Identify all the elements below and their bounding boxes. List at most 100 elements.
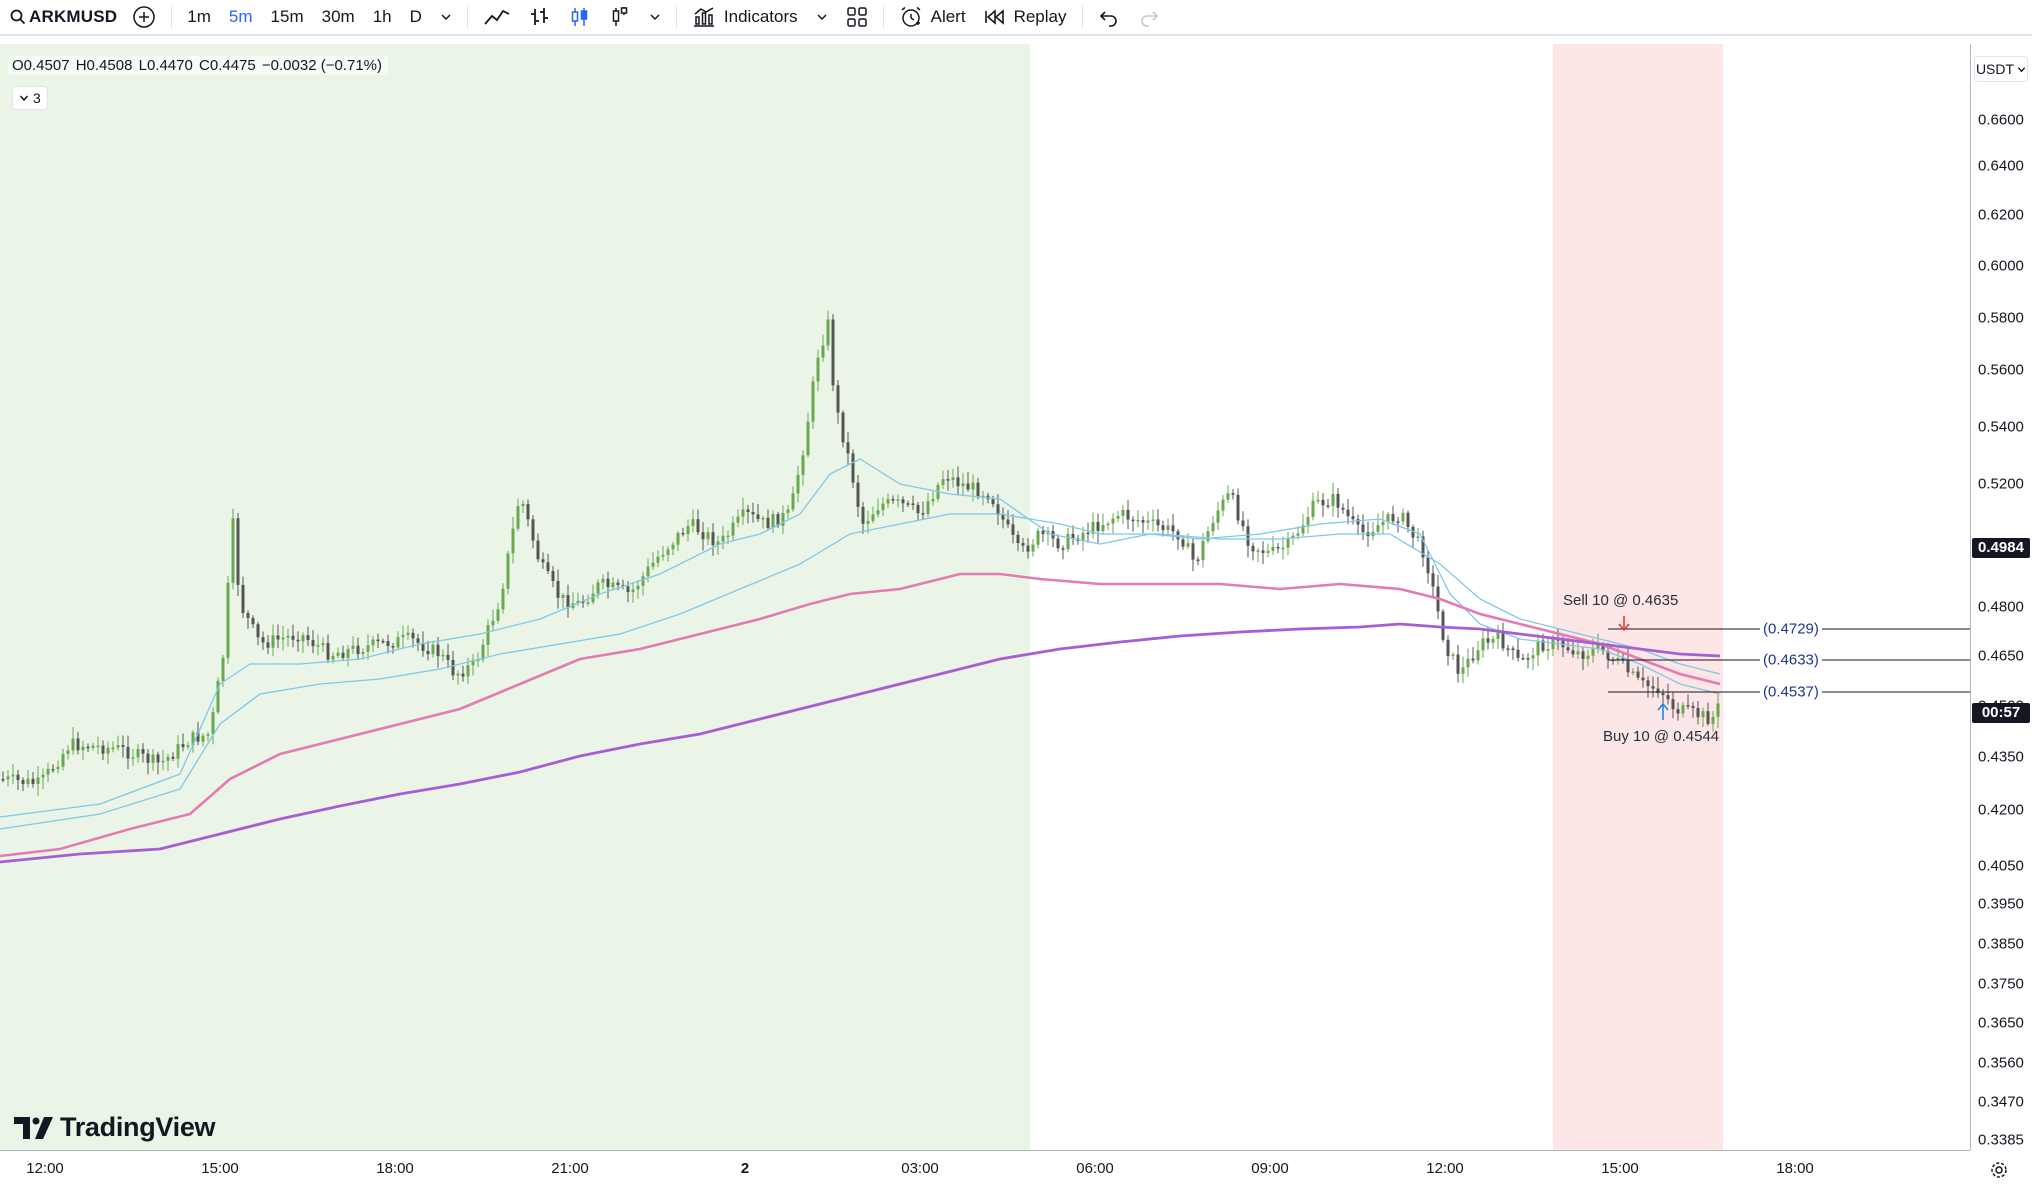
interval-30m-button[interactable]: 30m [321, 7, 355, 26]
candle-body [261, 637, 265, 643]
candles-chart-button[interactable] [561, 2, 599, 32]
candle-body [316, 645, 320, 647]
price-chart[interactable] [0, 44, 1970, 1150]
bar-chart-button[interactable] [521, 2, 559, 32]
candle-body [491, 620, 495, 626]
candle-body [1131, 519, 1135, 522]
candle-body [1036, 530, 1040, 545]
redo-button[interactable] [1130, 2, 1168, 32]
candle-body [496, 609, 500, 621]
candle-body [1351, 516, 1355, 520]
candle-body [1321, 499, 1325, 506]
order-level-label-3[interactable]: (0.4537) [1760, 683, 1822, 701]
interval-5m-button[interactable]: 5m [228, 7, 253, 26]
candle-body [206, 734, 210, 736]
candle-body [86, 746, 90, 749]
interval-dropdown-button[interactable] [432, 2, 460, 32]
candle-body [841, 412, 845, 443]
indicators-collapse-toggle[interactable]: 3 [12, 86, 48, 110]
candle-body [341, 652, 345, 658]
sell-order-label: Sell 10 @ 0.4635 [1563, 592, 1679, 609]
candle-body [1516, 649, 1520, 658]
order-level-label-2[interactable]: (0.4633) [1760, 651, 1822, 669]
logo-text: TradingView [60, 1112, 216, 1142]
candle-body [1011, 524, 1015, 535]
candle-body [221, 657, 225, 681]
candle-body [356, 645, 360, 655]
candle-body [1506, 648, 1510, 650]
candle-body [1471, 658, 1475, 661]
candle-body [721, 535, 725, 542]
candle-body [1311, 500, 1315, 517]
candle-body [561, 595, 565, 598]
candle-body [331, 655, 335, 660]
interval-d-button[interactable]: D [409, 7, 422, 26]
candle-body [671, 544, 675, 550]
candle-body [726, 535, 730, 538]
alert-button[interactable]: Alert [891, 2, 974, 32]
candle-body [1166, 525, 1170, 531]
candle-body [36, 777, 40, 784]
candle-body [201, 735, 205, 742]
candle-body [26, 778, 30, 785]
order-level-label-1[interactable]: (0.4729) [1760, 620, 1822, 638]
candle-body [226, 582, 230, 658]
indicators-label: Indicators [723, 7, 798, 26]
price-scale[interactable] [1970, 44, 2032, 1150]
compare-symbol-button[interactable] [124, 2, 164, 32]
candle-body [1296, 533, 1300, 536]
candle-body [1161, 525, 1165, 531]
price-tick: 0.4050 [1978, 857, 2024, 875]
candle-body [1386, 514, 1390, 522]
candle-body [751, 511, 755, 515]
candle-body [96, 745, 100, 748]
line-chart-button[interactable] [475, 2, 519, 32]
moving-average-fast [0, 458, 1721, 818]
candle-body [1376, 525, 1380, 532]
candle-body [871, 514, 875, 521]
hollow-candles-button[interactable] [601, 2, 639, 32]
indicators-button[interactable]: Indicators [684, 2, 806, 32]
time-tick: 03:00 [901, 1160, 939, 1177]
chart-pane[interactable] [0, 44, 1970, 1150]
candle-body [81, 746, 85, 751]
candle-body [576, 600, 580, 604]
chevron-down-icon [2017, 66, 2026, 72]
time-axis[interactable] [0, 1150, 1970, 1188]
price-tick: 0.4350 [1978, 748, 2024, 766]
candle-body [1306, 516, 1310, 526]
layouts-button[interactable] [838, 2, 876, 32]
undo-button[interactable] [1090, 2, 1128, 32]
chart-type-dropdown-button[interactable] [641, 2, 669, 32]
candle-body [681, 532, 685, 535]
candle-body [186, 745, 190, 748]
tradingview-logo[interactable]: TradingView [14, 1112, 216, 1143]
candle-body [1526, 658, 1530, 660]
candle-body [1266, 550, 1270, 554]
interval-1h-button[interactable]: 1h [372, 7, 392, 26]
bar-countdown-tag: 00:57 [1972, 703, 2030, 723]
interval-15m-button[interactable]: 15m [270, 7, 304, 26]
indicators-dropdown-button[interactable] [808, 2, 836, 32]
alarm-clock-icon [901, 6, 921, 27]
currency-selector[interactable]: USDT [1974, 56, 2028, 82]
candle-body [876, 510, 880, 515]
candle-body [811, 381, 815, 422]
interval-1m-button[interactable]: 1m [187, 7, 211, 26]
candle-body [236, 518, 240, 585]
candle-body [1216, 510, 1220, 523]
replay-button[interactable]: Replay [976, 2, 1075, 32]
candle-body [1676, 709, 1680, 714]
candle-body [391, 646, 395, 648]
candle-body [111, 747, 115, 750]
symbol-search-button[interactable]: ARKMUSD [0, 0, 123, 35]
candle-body [521, 503, 525, 507]
candle-body [1636, 671, 1640, 678]
indicator-count: 3 [33, 90, 41, 106]
candle-body [11, 774, 15, 777]
candle-body [1091, 521, 1095, 534]
candle-body [766, 517, 770, 528]
chart-settings-button[interactable] [1984, 1156, 2014, 1184]
candle-body [526, 503, 530, 520]
candle-body [461, 673, 465, 677]
